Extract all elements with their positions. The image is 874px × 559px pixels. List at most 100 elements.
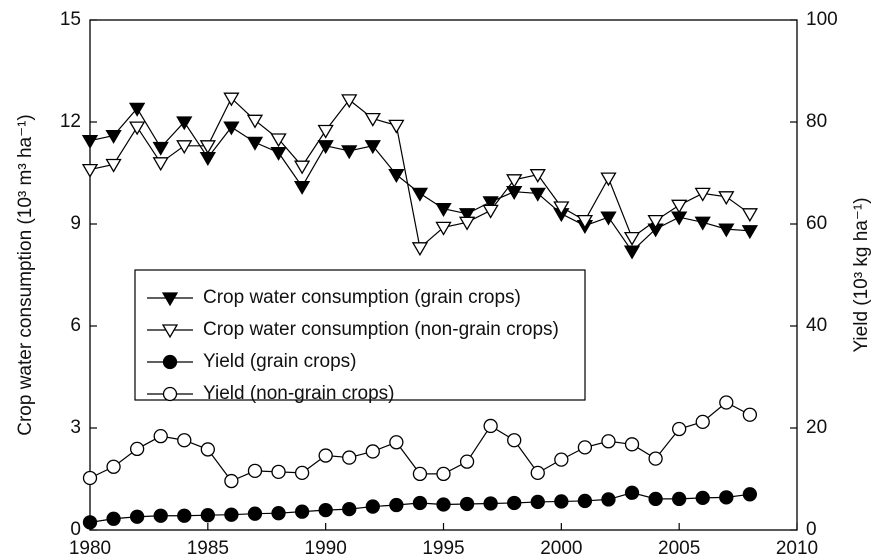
point [177,433,192,448]
point [529,187,546,202]
legend-label: Crop water consumption (non-grain crops) [203,319,559,340]
x-tick-label: 2010 [776,538,818,559]
point [200,442,215,457]
legend-marker [162,386,178,402]
point [483,418,498,434]
point [648,491,663,507]
point [389,435,404,450]
point [718,191,735,206]
y2-tick-label: 40 [806,315,827,336]
point [671,199,688,214]
point [152,141,169,156]
point [482,196,499,211]
legend-label: Yield (grain crops) [203,351,356,372]
point [411,187,429,202]
y-tick-label: 9 [70,213,81,234]
point [271,464,286,480]
point [506,174,523,189]
point [294,465,310,481]
point [106,511,121,526]
point [293,160,311,175]
point [223,121,240,136]
point [341,145,358,160]
point [129,509,145,524]
y2-axis-label: Yield (10³ kg ha⁻¹) [851,197,872,352]
x-tick-label: 1980 [69,538,111,559]
point [388,119,405,134]
point [364,112,381,127]
point [246,114,264,129]
point [530,465,545,481]
x-tick-label: 2000 [540,538,582,559]
point [176,116,193,131]
point [365,499,380,514]
legend-label: Crop water consumption (grain crops) [203,287,521,308]
point [459,496,475,512]
point [741,225,758,240]
point [200,508,215,523]
point [530,494,545,510]
point [600,172,617,187]
point [482,204,499,219]
x-tick-label: 1990 [305,538,347,559]
point [129,441,145,457]
point [152,157,169,172]
point [742,487,758,502]
point [672,421,687,437]
point [247,463,263,478]
point [624,437,640,452]
point [694,187,711,202]
point [719,395,734,410]
point [318,502,333,518]
point [554,452,569,467]
point [483,496,498,511]
point [458,216,476,231]
point [342,450,357,465]
point [412,466,428,482]
x-tick-label: 1985 [187,538,229,559]
y-tick-label: 0 [70,519,81,540]
y-tick-label: 6 [70,315,81,336]
point [601,492,616,507]
point [105,129,122,144]
point [741,208,758,223]
point [601,434,616,449]
point [342,501,357,517]
point [576,214,594,229]
point [436,497,451,512]
point [105,158,122,173]
y-tick-label: 3 [70,417,81,438]
point [695,414,710,430]
point [600,211,617,226]
point [719,490,734,505]
legend-label: Yield (non-grain crops) [203,383,395,404]
legend-marker [161,292,179,307]
y-tick-label: 12 [60,111,81,132]
point [106,459,121,474]
y-axis-label: Crop water consumption (10³ m³ ha⁻¹) [15,114,36,436]
point [507,495,522,511]
point [81,163,99,178]
point [247,506,263,521]
y2-tick-label: 60 [806,213,827,234]
point [318,448,333,463]
point [436,466,451,482]
legend-box [134,269,586,401]
point [317,140,334,155]
point [435,221,452,236]
point [153,429,168,444]
point [507,433,522,448]
legend-marker [162,354,178,370]
point [529,169,546,183]
point [694,216,711,231]
point [341,94,358,109]
y2-tick-label: 80 [806,111,827,132]
point [365,444,380,459]
point [695,490,710,506]
point [624,485,640,500]
point [459,454,475,469]
point [293,180,311,195]
point [506,186,523,200]
